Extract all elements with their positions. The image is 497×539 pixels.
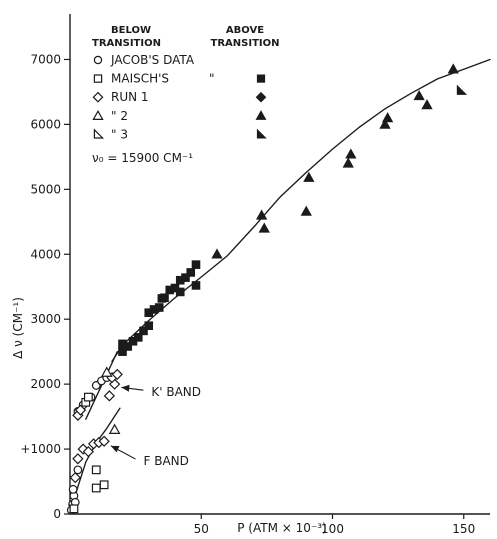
data-layer [66,63,468,515]
square-filled-data-point [139,326,148,336]
annotation-label: K' BAND [151,385,201,399]
x-axis-label: P (ATM × 10⁻³) [237,521,326,535]
legend-ditto-mark: " [209,72,215,86]
legend-entry-label: JACOB'S DATA [110,53,195,67]
square-filled-data-point [175,287,185,297]
annotation-label: F BAND [144,454,189,468]
y-tick-label: 0 [53,507,61,521]
square-filled-data-point [133,333,143,342]
triangle-filled-data-point [381,112,394,123]
y-axis-label: Δ ν (CM⁻¹) [11,297,25,359]
legend-marker-above [256,74,266,83]
square-filled-data-point [186,268,196,277]
label-layer: P (ATM × 10⁻³) Δ ν (CM⁻¹) K' BAND F BAND [11,297,327,535]
triangle-filled-data-point [342,157,354,168]
legend-marker-above [255,110,267,120]
triangle-open-data-point [100,366,113,377]
legend-marker-above [256,128,267,139]
y-tick-label: 2000 [30,377,61,391]
triangle-filled-data-point [421,99,433,110]
curve-layer [69,58,491,515]
square-filled-data-point [154,303,164,312]
legend-header-above-line: TRANSITION [211,38,280,49]
y-tick-label: 3000 [30,312,61,326]
square-filled-data-point [160,293,169,303]
y-tick-label: 6000 [30,117,61,131]
triangle-filled-data-point [255,209,268,220]
triangle-open-data-point [108,423,121,434]
square-open-data-point [91,465,101,475]
x-tick-label: 50 [194,522,209,536]
diamond-open-data-point [72,453,84,465]
triangle-filled-data-point [345,148,357,159]
triangle-filled-data-point [258,222,270,233]
y-tick-label: 7000 [30,52,61,66]
square-filled-data-point [191,281,201,290]
legend-entry-label: " 3 [111,127,128,141]
legend-marker-below [92,91,104,103]
half-triangle-filled-data-point [456,84,468,95]
triangle-filled-data-point [303,171,315,182]
legend-header-above-line: ABOVE [226,25,264,36]
diamond-open-data-point [103,390,116,402]
square-filled-data-point [123,342,133,351]
legend-marker-below [93,74,103,83]
legend-entry-label: RUN 1 [111,90,149,104]
square-filled-data-point [144,321,154,330]
legend-header-below-line: BELOW [111,25,151,36]
square-filled-data-point [181,273,190,282]
legend-header-below-line: TRANSITION [92,38,161,49]
diamond-open-data-point [111,368,123,381]
legend-marker-below [93,55,103,65]
k-band-line [85,351,118,420]
diamond-open-data-point [82,446,95,458]
triangle-filled-data-point [447,63,459,74]
square-filled-data-point [191,260,201,269]
axes-layer: 0 +1000 2000 3000 4000 5000 6000 7000 50 100 150 [20,14,490,536]
main-curve [111,58,491,363]
legend-marker-above [255,91,267,103]
y-tick-label: +1000 [20,442,61,456]
diamond-open-data-point [74,404,87,416]
triangle-filled-data-point [211,248,223,259]
legend-layer: BELOW TRANSITION ABOVE TRANSITION JACOB'S DA… [92,25,279,165]
y-tick-label: 5000 [30,182,61,196]
annotation-arrowhead [121,384,130,392]
triangle-filled-data-point [379,118,391,129]
legend-marker-below [92,109,104,121]
circle-open-data-point [68,484,78,494]
diamond-open-data-point [98,435,110,447]
square-open-data-point [69,504,79,514]
x-tick-label: 100 [321,522,344,536]
x-tick-label: 150 [452,522,475,536]
y-tick-label: 4000 [30,247,61,261]
legend-marker-below [93,128,105,139]
diamond-open-data-point [69,471,81,484]
triangle-filled-data-point [413,89,425,101]
legend-entry-label: " 2 [111,109,128,123]
circle-open-data-point [73,465,83,475]
annotation-arrowhead [110,445,120,453]
square-open-data-point [91,483,101,493]
square-open-data-point [83,392,93,402]
triangle-filled-data-point [300,205,312,216]
square-open-data-point [99,480,109,490]
legend-entry-label: MAISCH'S [111,72,169,86]
legend-note: ν₀ = 15900 CM⁻¹ [92,151,193,165]
